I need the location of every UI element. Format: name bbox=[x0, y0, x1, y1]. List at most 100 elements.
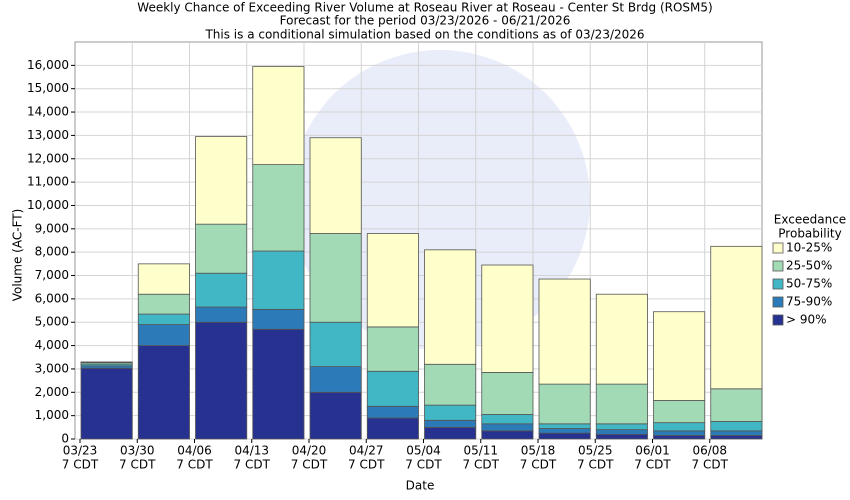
bar-segment bbox=[252, 164, 305, 252]
bar-segment bbox=[366, 405, 419, 419]
bar-segment bbox=[710, 430, 763, 436]
legend-title: Probability bbox=[778, 227, 841, 241]
bar-segment bbox=[538, 278, 591, 385]
x-tick-label: 05/18 bbox=[521, 444, 556, 458]
y-tick-label: 16,000 bbox=[27, 58, 69, 72]
bar-segment bbox=[710, 388, 763, 422]
bar-segment bbox=[538, 428, 591, 434]
y-tick-label: 9,000 bbox=[35, 221, 69, 235]
x-tick-time-label: 7 CDT bbox=[119, 458, 156, 472]
bar-segment bbox=[653, 311, 706, 401]
x-tick-time-label: 7 CDT bbox=[234, 458, 271, 472]
y-tick-label: 4,000 bbox=[35, 338, 69, 352]
legend-label: 25-50% bbox=[786, 259, 832, 273]
x-tick-label: 04/06 bbox=[177, 444, 212, 458]
x-tick-label: 06/08 bbox=[692, 444, 727, 458]
bar-segment bbox=[424, 363, 477, 406]
x-tick-time-label: 7 CDT bbox=[634, 458, 671, 472]
x-tick-time-label: 7 CDT bbox=[291, 458, 328, 472]
y-tick-label: 1,000 bbox=[35, 408, 69, 422]
legend-swatch bbox=[772, 260, 784, 272]
bar-segment bbox=[309, 233, 362, 323]
bar-segment bbox=[653, 435, 706, 440]
bar-segment bbox=[137, 263, 190, 295]
bar-segment bbox=[252, 250, 305, 310]
legend-swatch bbox=[772, 296, 784, 308]
bar-segment bbox=[481, 264, 534, 373]
bar-segment bbox=[309, 366, 362, 393]
bar-segment bbox=[195, 321, 248, 440]
legend-label: 10-25% bbox=[786, 241, 832, 255]
x-tick-time-label: 7 CDT bbox=[405, 458, 442, 472]
bar-segment bbox=[80, 361, 133, 364]
legend-swatch bbox=[772, 278, 784, 290]
bar-segment bbox=[538, 383, 591, 425]
bar-segment bbox=[366, 233, 419, 328]
bar-segment bbox=[653, 422, 706, 432]
chart-title: Weekly Chance of Exceeding River Volume … bbox=[137, 1, 712, 15]
x-tick-time-label: 7 CDT bbox=[463, 458, 500, 472]
bar-segment bbox=[481, 430, 534, 440]
bar-segment bbox=[366, 417, 419, 440]
bar-segment bbox=[538, 423, 591, 429]
bar-segment bbox=[252, 66, 305, 166]
legend-swatch bbox=[772, 242, 784, 254]
bar-segment bbox=[595, 293, 648, 385]
bar-segment bbox=[595, 429, 648, 435]
y-tick-label: 7,000 bbox=[35, 268, 69, 282]
x-tick-time-label: 7 CDT bbox=[692, 458, 729, 472]
bar-segment bbox=[195, 272, 248, 308]
bar-segment bbox=[137, 313, 190, 325]
legend-label: 50-75% bbox=[786, 277, 832, 291]
bar-segment bbox=[309, 391, 362, 440]
x-tick-label: 04/27 bbox=[349, 444, 384, 458]
bar-segment bbox=[653, 400, 706, 424]
x-tick-label: 04/13 bbox=[234, 444, 269, 458]
y-tick-label: 8,000 bbox=[35, 245, 69, 259]
bar-segment bbox=[424, 249, 477, 365]
bar-segment bbox=[424, 419, 477, 428]
legend-label: 75-90% bbox=[786, 295, 832, 309]
x-tick-label: 05/11 bbox=[463, 444, 498, 458]
y-tick-label: 13,000 bbox=[27, 128, 69, 142]
y-tick-label: 3,000 bbox=[35, 361, 69, 375]
x-tick-time-label: 7 CDT bbox=[62, 458, 99, 472]
y-tick-label: 2,000 bbox=[35, 385, 69, 399]
bar-segment bbox=[252, 308, 305, 330]
bar-segment bbox=[710, 435, 763, 440]
bar-segment bbox=[481, 372, 534, 415]
legend-label: > 90% bbox=[786, 313, 827, 327]
bar-segment bbox=[481, 423, 534, 432]
x-tick-label: 03/30 bbox=[120, 444, 155, 458]
bar-segment bbox=[653, 430, 706, 436]
y-tick-label: 6,000 bbox=[35, 291, 69, 305]
x-tick-label: 05/04 bbox=[406, 444, 441, 458]
bar-segment bbox=[137, 324, 190, 346]
y-tick-label: 12,000 bbox=[27, 151, 69, 165]
x-tick-label: 03/23 bbox=[63, 444, 98, 458]
y-tick-label: 5,000 bbox=[35, 315, 69, 329]
x-tick-time-label: 7 CDT bbox=[176, 458, 213, 472]
bar-segment bbox=[80, 367, 133, 440]
bar-segment bbox=[538, 432, 591, 440]
x-tick-time-label: 7 CDT bbox=[348, 458, 385, 472]
bar-segment bbox=[252, 328, 305, 440]
x-tick-time-label: 7 CDT bbox=[520, 458, 557, 472]
bar-segment bbox=[595, 383, 648, 425]
bar-segment bbox=[595, 423, 648, 431]
x-tick-label: 06/01 bbox=[635, 444, 670, 458]
bar-segment bbox=[137, 293, 190, 315]
bar-segment bbox=[424, 426, 477, 440]
legend-title: Exceedance bbox=[774, 213, 846, 227]
bar-segment bbox=[195, 136, 248, 225]
x-axis-label: Date bbox=[406, 479, 435, 493]
bar-segment bbox=[710, 421, 763, 432]
bar-segment bbox=[710, 245, 763, 390]
bar-segment bbox=[309, 137, 362, 234]
bar-segment bbox=[424, 404, 477, 421]
y-tick-label: 0 bbox=[61, 432, 69, 446]
bar-segment bbox=[195, 306, 248, 323]
bar-segment bbox=[366, 370, 419, 407]
y-tick-label: 15,000 bbox=[27, 81, 69, 95]
